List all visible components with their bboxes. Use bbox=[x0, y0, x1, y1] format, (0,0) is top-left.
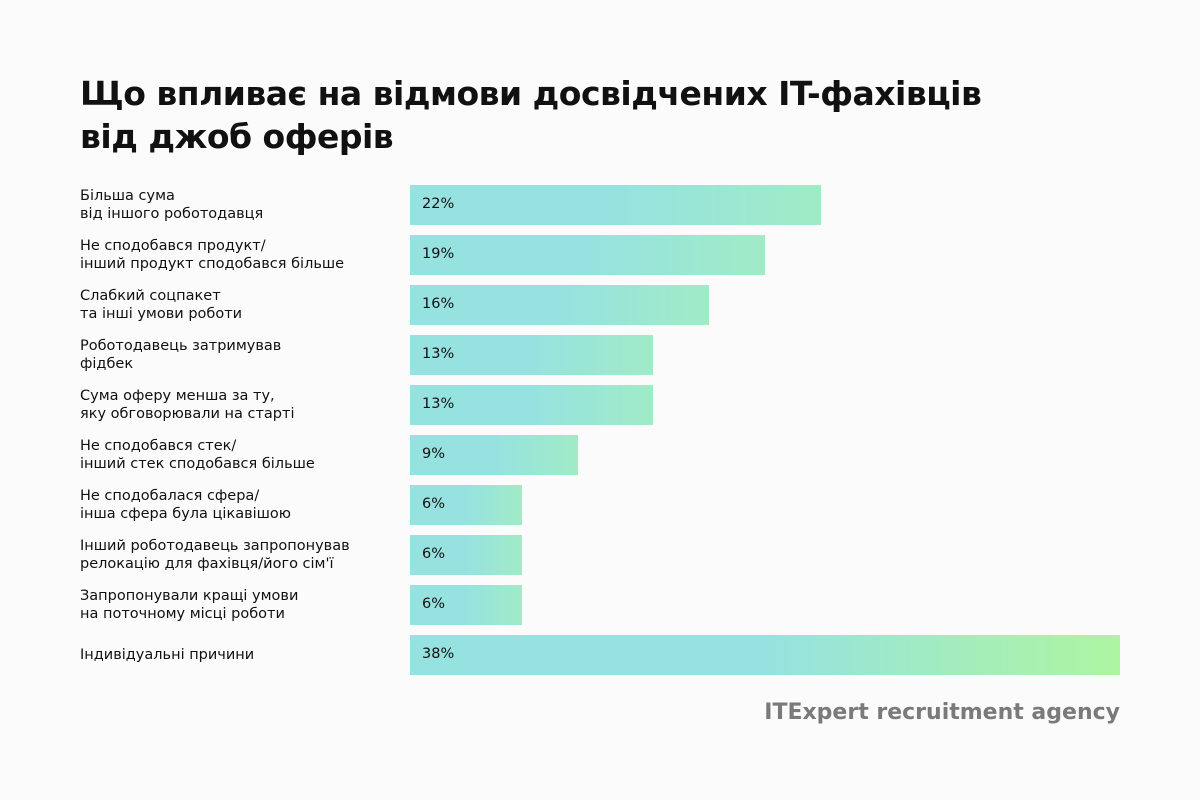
category-label-line: Інший роботодавець запропонував bbox=[80, 538, 350, 554]
bar: 13% bbox=[410, 335, 653, 375]
category-label-line: Не сподобався продукт/ bbox=[80, 238, 266, 254]
category-label-line: яку обговорювали на старті bbox=[80, 406, 295, 422]
bar: 6% bbox=[410, 485, 523, 525]
data-label: 6% bbox=[422, 496, 446, 512]
bar-row: Роботодавець затримував фідбек 13% bbox=[0, 335, 1200, 375]
bar: 38% bbox=[410, 635, 1120, 675]
title-line-2: від джоб оферів bbox=[80, 117, 394, 156]
title-line-1: Що впливає на відмови досвідчених IT-фах… bbox=[80, 74, 982, 113]
bar: 13% bbox=[410, 385, 653, 425]
category-label: Не сподобалася сфера/інша сфера була цік… bbox=[80, 487, 400, 523]
category-label: Слабкий соцпакет та інші умови роботи bbox=[80, 287, 400, 323]
bar-row: Більша сума від іншого роботодавця 22% bbox=[0, 185, 1200, 225]
data-label: 6% bbox=[422, 546, 446, 562]
bar-row: Не сподобався стек/інший стек сподобався… bbox=[0, 435, 1200, 475]
bar: 6% bbox=[410, 585, 523, 625]
category-label-line: та інші умови роботи bbox=[80, 306, 243, 322]
bar: 16% bbox=[410, 285, 709, 325]
data-label: 9% bbox=[422, 446, 446, 462]
category-label: Більша сума від іншого роботодавця bbox=[80, 187, 400, 223]
bar-row: Інший роботодавець запропонував релокацію… bbox=[0, 535, 1200, 575]
bar-row: Сума оферу менша за ту, яку обговорювали … bbox=[0, 385, 1200, 425]
brand-logo-text: ITExpert recruitment agency bbox=[764, 700, 1120, 725]
category-label-line: від іншого роботодавця bbox=[80, 206, 264, 222]
category-label-line: Роботодавець затримував bbox=[80, 338, 282, 354]
category-label-line: інший продукт сподобався більше bbox=[80, 256, 345, 272]
category-label: Сума оферу менша за ту, яку обговорювали … bbox=[80, 387, 400, 423]
bar-row: Слабкий соцпакет та інші умови роботи 16% bbox=[0, 285, 1200, 325]
category-label-line: інша сфера була цікавішою bbox=[80, 506, 292, 522]
data-label: 16% bbox=[422, 296, 455, 312]
category-label: Запропонували кращі умови на поточному мі… bbox=[80, 587, 400, 623]
category-label-line: Індивідуальні причини bbox=[80, 647, 255, 663]
bar-row: Індивідуальні причини 38% bbox=[0, 635, 1200, 675]
category-label-line: інший стек сподобався більше bbox=[80, 456, 315, 472]
bar-row: Не сподобався продукт/інший продукт спод… bbox=[0, 235, 1200, 275]
bar: 6% bbox=[410, 535, 523, 575]
category-label-line: Не сподобався стек/ bbox=[80, 438, 237, 454]
bar: 9% bbox=[410, 435, 579, 475]
category-label: Роботодавець затримував фідбек bbox=[80, 337, 400, 373]
category-label: Не сподобався стек/інший стек сподобався… bbox=[80, 437, 400, 473]
data-label: 13% bbox=[422, 346, 455, 362]
category-label-line: Більша сума bbox=[80, 188, 175, 204]
category-label-line: релокацію для фахівця/його сім'ї bbox=[80, 556, 334, 572]
category-label: Інший роботодавець запропонував релокацію… bbox=[80, 537, 400, 573]
bar-row: Запропонували кращі умови на поточному мі… bbox=[0, 585, 1200, 625]
data-label: 22% bbox=[422, 196, 455, 212]
category-label-line: фідбек bbox=[80, 356, 134, 372]
category-label-line: Запропонували кращі умови bbox=[80, 588, 299, 604]
bar: 19% bbox=[410, 235, 765, 275]
category-label-line: Не сподобалася сфера/ bbox=[80, 488, 260, 504]
category-label-line: Сума оферу менша за ту, bbox=[80, 388, 275, 404]
bar-row: Не сподобалася сфера/інша сфера була цік… bbox=[0, 485, 1200, 525]
data-label: 38% bbox=[422, 646, 455, 662]
bar: 22% bbox=[410, 185, 822, 225]
data-label: 6% bbox=[422, 596, 446, 612]
data-label: 13% bbox=[422, 396, 455, 412]
data-label: 19% bbox=[422, 246, 455, 262]
chart-title: Що впливає на відмови досвідчених IT-фах… bbox=[80, 72, 1080, 158]
category-label: Індивідуальні причини bbox=[80, 646, 400, 664]
category-label-line: на поточному місці роботи bbox=[80, 606, 285, 622]
category-label: Не сподобався продукт/інший продукт спод… bbox=[80, 237, 400, 273]
category-label-line: Слабкий соцпакет bbox=[80, 288, 221, 304]
